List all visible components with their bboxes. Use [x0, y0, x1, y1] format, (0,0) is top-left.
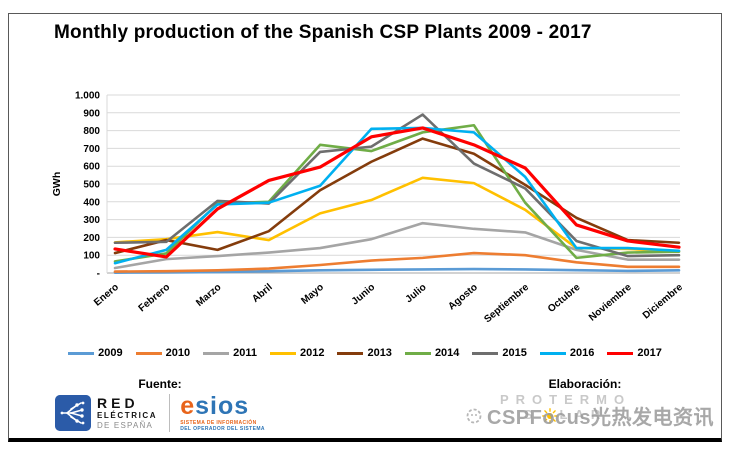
cspfocus-watermark-text: CSPFocus光热发电资讯	[487, 407, 715, 429]
legend-item-2009: 2009	[68, 347, 123, 359]
series-line-2013	[113, 137, 681, 255]
protermo-s: S	[523, 407, 540, 423]
legend-swatch	[135, 351, 162, 355]
y-tick-label: -	[97, 269, 100, 280]
x-tick-label: Agosto	[446, 282, 479, 313]
esios-sios: sios	[195, 392, 250, 420]
legend-label: 2014	[434, 347, 460, 359]
series-line-2014	[113, 123, 681, 263]
ree-network-icon	[55, 395, 91, 431]
chart-legend: 2009 2010 2011 2012 2013 2014 2015 2016 2017	[0, 345, 730, 361]
chart-title: Monthly production of the Spanish CSP Pl…	[54, 22, 592, 43]
legend-label: 2012	[299, 347, 325, 359]
legend-swatch	[68, 351, 95, 355]
legend-item-2011: 2011	[203, 347, 257, 359]
legend-item-2013: 2013	[337, 347, 392, 359]
legend-swatch	[607, 351, 634, 355]
protermosolar-logo: PROTERMO S LAR	[500, 392, 632, 424]
series-line-2017	[113, 126, 681, 259]
legend-swatch	[404, 351, 431, 355]
protermo-line2: S LAR	[500, 408, 631, 424]
ree-name-red: RED	[97, 395, 139, 411]
legend-label: 2016	[569, 347, 595, 359]
y-tick-label: 100	[83, 251, 100, 262]
footer-source-block: Fuente:	[55, 377, 285, 432]
esios-subtitle-2: DEL OPERADOR DEL SISTEMA	[180, 426, 265, 432]
esios-logo: esios SISTEMA DE INFORMACIÓN DEL OPERADO…	[180, 394, 265, 432]
line-chart: - 100 200 300 400 500 600 700 800 900 1.000 GWh Ener…	[51, 91, 685, 326]
legend-label: 2011	[233, 347, 257, 359]
legend-label: 2010	[165, 347, 191, 359]
esios-e: e	[180, 392, 196, 420]
legend-label: 2009	[98, 347, 123, 359]
y-tick-label: 600	[83, 162, 100, 173]
fuente-label: Fuente:	[138, 377, 182, 391]
x-tick-label: Mayo	[299, 282, 326, 307]
y-axis-label: GWh	[51, 172, 63, 197]
sun-icon	[541, 408, 558, 424]
legend-item-2014: 2014	[404, 347, 460, 359]
legend-item-2015: 2015	[472, 347, 527, 359]
legend-item-2016: 2016	[539, 347, 595, 359]
series-line-2010	[113, 251, 681, 273]
series-line-2011	[113, 221, 681, 270]
series-line-2015	[113, 113, 681, 258]
x-tick-label: Marzo	[194, 282, 223, 309]
cspfocus-watermark: CSPFocus光热发电资讯	[465, 401, 714, 430]
series-line-2009	[113, 267, 681, 274]
window-frame	[8, 13, 722, 442]
ree-logo: RED ELÉCTRICA DE ESPAÑA	[55, 395, 157, 431]
ree-name-espana: DE ESPAÑA	[97, 421, 153, 430]
y-tick-label: 900	[83, 108, 100, 119]
series-line-2016	[113, 126, 681, 265]
legend-item-2012: 2012	[269, 347, 325, 359]
ree-name-electrica: ELÉCTRICA	[97, 411, 158, 420]
legend-label: 2015	[502, 347, 527, 359]
x-tick-label: Junio	[350, 282, 378, 308]
logo-divider	[169, 394, 171, 432]
footer-elaboration-block: Elaboración: PROTERMO S LAR CSPFocus光热发电…	[466, 377, 720, 429]
esios-wordmark: esios	[180, 394, 265, 419]
x-tick-label: Octubre	[546, 282, 583, 315]
protermo-line1: PROTERMO	[500, 392, 632, 407]
x-tick-label: Septiembre	[482, 282, 531, 326]
y-tick-label: 500	[83, 180, 100, 191]
y-tick-label: 400	[83, 197, 100, 208]
legend-swatch	[472, 351, 499, 355]
legend-swatch	[203, 351, 230, 355]
x-tick-label: Abril	[250, 282, 275, 305]
x-tick-label: Diciembre	[641, 282, 685, 322]
y-tick-label: 200	[83, 233, 100, 244]
x-tick-label: Febrero	[137, 282, 173, 314]
y-tick-label: 300	[83, 215, 100, 226]
legend-label: 2017	[637, 347, 662, 359]
x-tick-label: Noviembre	[587, 282, 634, 324]
protermo-lar: LAR	[559, 407, 608, 423]
legend-swatch	[337, 351, 364, 355]
legend-label: 2013	[367, 347, 392, 359]
legend-swatch	[539, 351, 566, 355]
esios-subtitle-1: SISTEMA DE INFORMACIÓN	[180, 420, 257, 426]
y-tick-label: 800	[83, 126, 100, 137]
y-tick-label: 700	[83, 144, 100, 155]
legend-swatch	[269, 351, 296, 355]
x-tick-label: Julio	[404, 282, 429, 305]
elaboracion-label: Elaboración:	[548, 377, 622, 391]
y-tick-label: 1.000	[75, 91, 100, 102]
x-tick-label: Enero	[92, 282, 121, 309]
legend-item-2017: 2017	[607, 347, 662, 359]
cspfocus-icon	[466, 408, 482, 423]
legend-item-2010: 2010	[135, 347, 191, 359]
